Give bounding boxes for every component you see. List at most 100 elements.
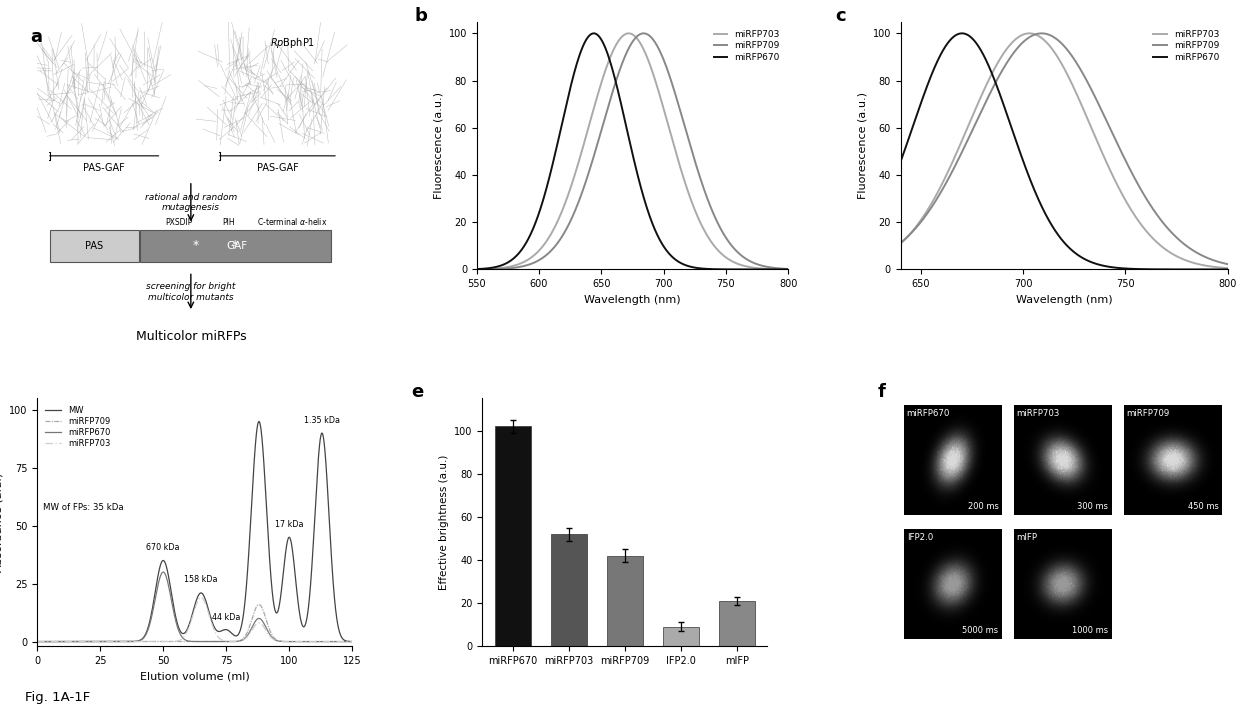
miRFP703 xyxy=(771,265,786,274)
X-axis label: Elution volume (ml): Elution volume (ml) xyxy=(140,671,249,681)
miRFP709 xyxy=(714,227,729,236)
Line: miRFP709: miRFP709 xyxy=(37,605,365,642)
MW xyxy=(316,432,331,440)
miRFP670 xyxy=(893,157,908,166)
X-axis label: Wavelength (nm): Wavelength (nm) xyxy=(1016,294,1112,304)
miRFP709 xyxy=(67,638,82,646)
miRFP703 xyxy=(1220,264,1235,272)
miRFP703 xyxy=(714,250,729,258)
miRFP709 xyxy=(621,45,636,54)
miRFP709 xyxy=(1053,37,1068,46)
miRFP670 xyxy=(351,638,366,646)
miRFP709 xyxy=(893,238,908,247)
miRFP703 xyxy=(67,638,82,646)
Legend: miRFP703, miRFP709, miRFP670: miRFP703, miRFP709, miRFP670 xyxy=(711,26,784,65)
Text: screening for bright
multicolor mutants: screening for bright multicolor mutants xyxy=(146,282,236,302)
miRFP709 xyxy=(1210,258,1225,266)
Bar xyxy=(551,534,588,646)
miRFP703 xyxy=(910,220,925,229)
miRFP709 xyxy=(469,265,484,274)
Text: miRFP709: miRFP709 xyxy=(1127,409,1171,418)
Text: PAS-GAF: PAS-GAF xyxy=(83,164,125,174)
MW xyxy=(170,618,185,627)
miRFP670 xyxy=(621,131,636,140)
miRFP703 xyxy=(155,638,170,646)
miRFP670 xyxy=(316,638,331,646)
miRFP703 xyxy=(1022,29,1037,37)
Text: *: * xyxy=(192,239,198,252)
miRFP709 xyxy=(170,638,185,646)
miRFP670 xyxy=(910,109,925,118)
Text: c: c xyxy=(836,6,846,24)
miRFP703 xyxy=(87,638,102,646)
miRFP670 xyxy=(613,95,627,103)
Text: 1.35 kDa: 1.35 kDa xyxy=(304,416,340,424)
Line: miRFP670: miRFP670 xyxy=(900,33,1228,269)
miRFP709 xyxy=(1210,258,1225,266)
Line: MW: MW xyxy=(37,421,365,642)
miRFP703 xyxy=(1044,43,1059,52)
MW xyxy=(155,556,170,565)
Y-axis label: Absorbance (a.u.): Absorbance (a.u.) xyxy=(0,472,4,572)
miRFP709 xyxy=(613,65,627,74)
miRFP703 xyxy=(781,265,796,274)
miRFP670 xyxy=(1220,265,1235,274)
X-axis label: Wavelength (nm): Wavelength (nm) xyxy=(584,294,681,304)
miRFP703 xyxy=(1053,56,1068,65)
Text: *: * xyxy=(232,239,238,252)
miRFP670 xyxy=(1210,265,1225,274)
Bar xyxy=(606,556,644,646)
miRFP709 xyxy=(30,638,45,646)
miRFP709 xyxy=(357,638,372,646)
Y-axis label: Fluorescence (a.u.): Fluorescence (a.u.) xyxy=(433,92,443,199)
miRFP670 xyxy=(1151,265,1166,274)
miRFP703 xyxy=(1210,263,1225,271)
miRFP703 xyxy=(613,34,627,43)
Text: mIFP: mIFP xyxy=(1017,533,1038,541)
miRFP670 xyxy=(955,29,970,37)
MW xyxy=(87,638,102,646)
Y-axis label: Fluorescence (a.u.): Fluorescence (a.u.) xyxy=(857,92,867,199)
MW xyxy=(351,638,366,646)
Text: 5000 ms: 5000 ms xyxy=(962,625,998,635)
Text: 17 kDa: 17 kDa xyxy=(275,520,304,529)
miRFP670 xyxy=(67,638,82,646)
Legend: MW, miRFP709, miRFP670, miRFP703: MW, miRFP709, miRFP670, miRFP703 xyxy=(41,403,114,452)
Text: MW of FPs: 35 kDa: MW of FPs: 35 kDa xyxy=(43,503,124,512)
miRFP709 xyxy=(910,222,925,230)
miRFP703 xyxy=(193,593,208,602)
miRFP670 xyxy=(357,638,372,646)
Text: b: b xyxy=(414,6,428,24)
MW xyxy=(252,417,267,426)
Line: miRFP709: miRFP709 xyxy=(476,33,789,269)
miRFP670 xyxy=(1053,233,1068,241)
Text: 670 kDa: 670 kDa xyxy=(146,543,180,552)
Bar xyxy=(495,426,531,646)
miRFP709 xyxy=(87,638,102,646)
miRFP703 xyxy=(351,638,366,646)
miRFP703 xyxy=(771,265,786,274)
miRFP670 xyxy=(155,568,170,577)
Legend: miRFP703, miRFP709, miRFP670: miRFP703, miRFP709, miRFP670 xyxy=(1149,26,1223,65)
miRFP709 xyxy=(636,29,651,37)
Text: $\it{Rp}$BphP1: $\it{Rp}$BphP1 xyxy=(270,36,315,50)
miRFP709 xyxy=(1220,260,1235,269)
miRFP670 xyxy=(781,265,796,274)
MW xyxy=(67,638,82,646)
Line: miRFP703: miRFP703 xyxy=(476,33,789,269)
miRFP670 xyxy=(30,638,45,646)
miRFP709 xyxy=(351,638,366,646)
miRFP709 xyxy=(1044,32,1059,40)
miRFP709 xyxy=(1034,29,1049,37)
miRFP709 xyxy=(781,265,796,274)
Line: miRFP703: miRFP703 xyxy=(900,33,1228,268)
Bar xyxy=(140,230,331,262)
miRFP670 xyxy=(469,265,484,274)
Text: f: f xyxy=(878,383,885,401)
miRFP670 xyxy=(771,265,786,274)
Text: miRFP670: miRFP670 xyxy=(906,409,950,418)
Bar xyxy=(51,230,139,262)
MW xyxy=(357,638,372,646)
miRFP670 xyxy=(170,622,185,630)
Text: PXSDIP: PXSDIP xyxy=(166,218,193,227)
